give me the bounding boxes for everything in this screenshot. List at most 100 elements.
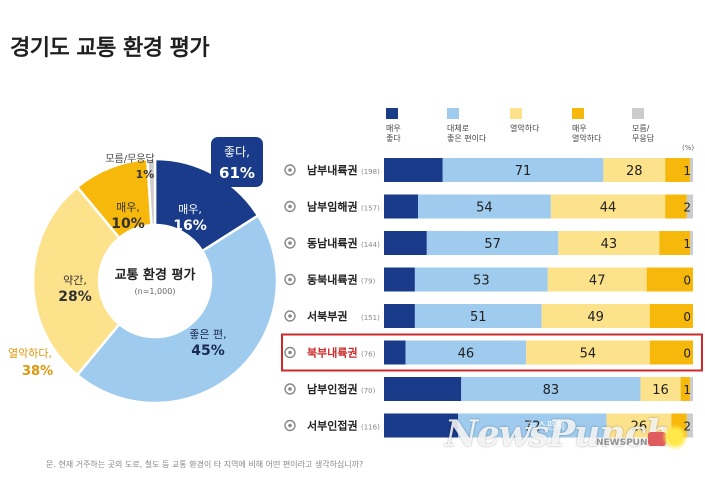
- footnote: 문. 현재 거주하는 곳의 도로, 철도 등 교통 환경이 타 지역에 비해 어…: [46, 460, 364, 469]
- bar-good-value: 71: [515, 164, 532, 179]
- bar-segment: [659, 231, 690, 255]
- legend-swatch: [572, 108, 584, 119]
- unit-label: (%): [682, 144, 694, 152]
- watermark-logo: NewsPunch: [445, 413, 672, 455]
- watermark-icon: [648, 432, 666, 446]
- watermark-burst: [662, 424, 688, 450]
- bar-segment: [414, 304, 542, 328]
- row-n: (79): [361, 278, 376, 286]
- pie-slice-name: 매우,: [178, 203, 202, 216]
- bar-segment: [417, 194, 551, 219]
- row-name: 서부인접권: [307, 419, 358, 433]
- bar-segment: [384, 194, 418, 219]
- pie-slice: [75, 213, 279, 405]
- pie-slice-name: 약간,: [63, 273, 87, 287]
- bar-segment: [442, 158, 604, 182]
- highlight-box: [281, 333, 703, 372]
- row-n: (76): [361, 351, 376, 359]
- pie-slice: [146, 157, 157, 227]
- page-title: 경기도 교통 환경 평가: [10, 36, 210, 61]
- pie-slice-name: 매우,: [116, 201, 140, 214]
- bar-good-value: 53: [473, 274, 490, 289]
- row-n: (144): [361, 241, 380, 249]
- row-name: 남부내륙권: [307, 163, 358, 177]
- row-name: 남부임해권: [307, 200, 358, 214]
- bar-segment: [458, 413, 607, 438]
- bar-segment: [384, 340, 406, 365]
- legend-label: 열악하다: [510, 123, 540, 133]
- bar-segment: [680, 377, 690, 401]
- legend-label: 모름/무응답: [632, 124, 655, 143]
- bar-good-value: 57: [484, 237, 501, 252]
- bar-dontknow-value: 1: [683, 383, 691, 397]
- bar-segment: [603, 158, 666, 182]
- bar-poor-value: 26: [631, 420, 648, 435]
- bar-segment: [461, 377, 641, 401]
- bar-segment: [686, 194, 693, 219]
- bar-good-value: 83: [543, 383, 560, 398]
- row-bullet-dot: [288, 350, 292, 355]
- bar-segment: [665, 158, 690, 182]
- bar-dontknow-value: 0: [683, 310, 691, 324]
- bar-dontknow-value: 2: [683, 420, 691, 434]
- bar-segment: [689, 377, 693, 401]
- bar-segment: [646, 267, 693, 292]
- good-total-box: [211, 137, 263, 187]
- bar-dontknow-value: 1: [683, 237, 691, 251]
- bar-segment: [526, 340, 650, 365]
- bar-segment: [665, 194, 687, 219]
- pie-slice-value: 28%: [58, 289, 92, 305]
- row-bullet-dot: [288, 314, 292, 318]
- row-bullet-dot: [288, 204, 292, 209]
- bar-poor-value: 54: [580, 347, 597, 362]
- row-bullet-dot: [288, 277, 292, 282]
- poor-total-value: 38%: [22, 364, 53, 379]
- row-n: (70): [361, 387, 376, 395]
- bar-good-value: 51: [470, 310, 487, 325]
- bar-poor-value: 43: [601, 237, 618, 252]
- row-n: (198): [361, 168, 380, 176]
- row-bullet-dot: [288, 241, 292, 245]
- pie-slice-name: 좋은 편,: [189, 328, 226, 341]
- bar-dontknow-value: 0: [683, 347, 691, 361]
- legend-swatch: [510, 108, 522, 119]
- pie-slice-value: 45%: [191, 343, 225, 359]
- row-n: (116): [361, 424, 380, 432]
- pie-slice-value: 16%: [173, 218, 207, 234]
- legend-label: 대체로 좋은 편이다: [447, 123, 487, 143]
- bar-segment: [550, 194, 666, 219]
- bar-dontknow-value: 0: [683, 274, 691, 288]
- row-name: 동북내륙권: [307, 273, 358, 287]
- bar-segment: [686, 413, 693, 438]
- bar-segment: [689, 231, 693, 255]
- bar-good-value: 72: [524, 420, 541, 435]
- good-total-label: 좋다,: [224, 145, 250, 159]
- pie-dontknow-value: 1%: [136, 168, 155, 181]
- bar-segment: [384, 231, 427, 255]
- bar-good-value: 54: [476, 201, 493, 216]
- pie-slice: [31, 185, 122, 377]
- pie-slice-value: 10%: [111, 216, 145, 232]
- good-total-value: 61%: [219, 164, 255, 182]
- legend-label: 매우 열악하다: [572, 124, 602, 143]
- bar-segment: [405, 340, 527, 365]
- bar-poor-value: 44: [600, 201, 617, 216]
- bar-segment: [426, 231, 559, 255]
- row-name: 북부내륙권: [307, 346, 358, 360]
- bar-dontknow-value: 1: [683, 164, 691, 178]
- bar-segment: [547, 267, 647, 292]
- bar-segment: [414, 267, 548, 292]
- bar-segment: [384, 304, 415, 328]
- legend-label: 매우 좋다: [386, 124, 401, 143]
- legend-swatch: [447, 108, 459, 119]
- bar-segment: [384, 413, 459, 438]
- watermark-korean: 뉴스펀치: [528, 421, 565, 432]
- bar-segment: [384, 267, 415, 292]
- bar-segment: [649, 304, 693, 328]
- bar-good-value: 46: [458, 347, 475, 362]
- bar-segment: [689, 158, 693, 182]
- bar-poor-value: 47: [589, 274, 606, 289]
- bar-segment: [541, 304, 650, 328]
- poor-total-label: 열악하다,: [8, 346, 52, 360]
